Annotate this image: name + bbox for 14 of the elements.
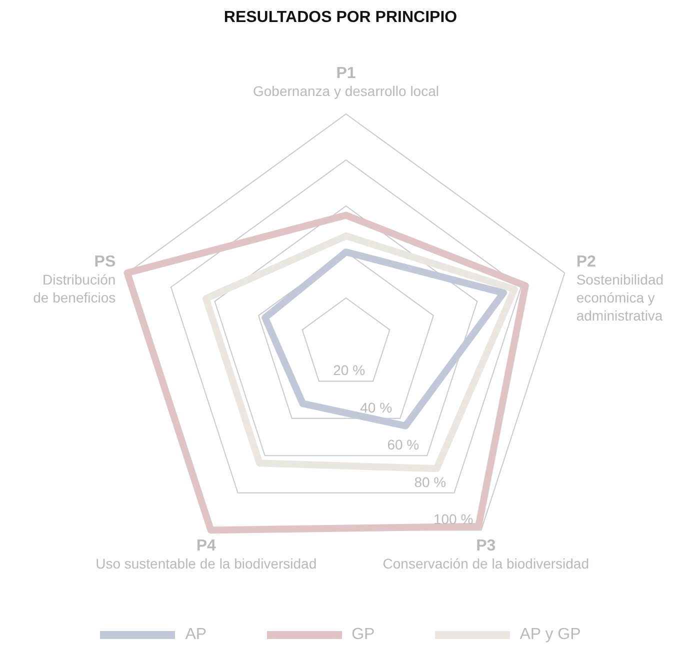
y-tick-label: 40 % [360, 399, 392, 416]
spoke-label: P2 Sostenibilidad económica y administrativa [576, 253, 664, 324]
spoke-label: P3 Conservación de la biodiversidad [382, 538, 590, 572]
spoke-label: P1 Gobernanza y desarrollo local [253, 65, 439, 99]
legend-label: AP [185, 626, 207, 644]
spoke-label: PS Distribución de beneficios [33, 253, 116, 306]
legend-label: AP y GP [520, 626, 581, 644]
spoke-label: P4 Uso sustentable de la biodiversidad [96, 538, 317, 572]
y-tick-label: 100 % [433, 511, 474, 528]
y-tick-label: 60 % [387, 436, 420, 453]
legend-label: GP [352, 626, 375, 644]
y-tick-label: 20 % [333, 362, 366, 378]
y-tick-label: 80 % [414, 474, 446, 490]
chart-title: RESULTADOS POR PRINCIPIO [222, 8, 458, 28]
